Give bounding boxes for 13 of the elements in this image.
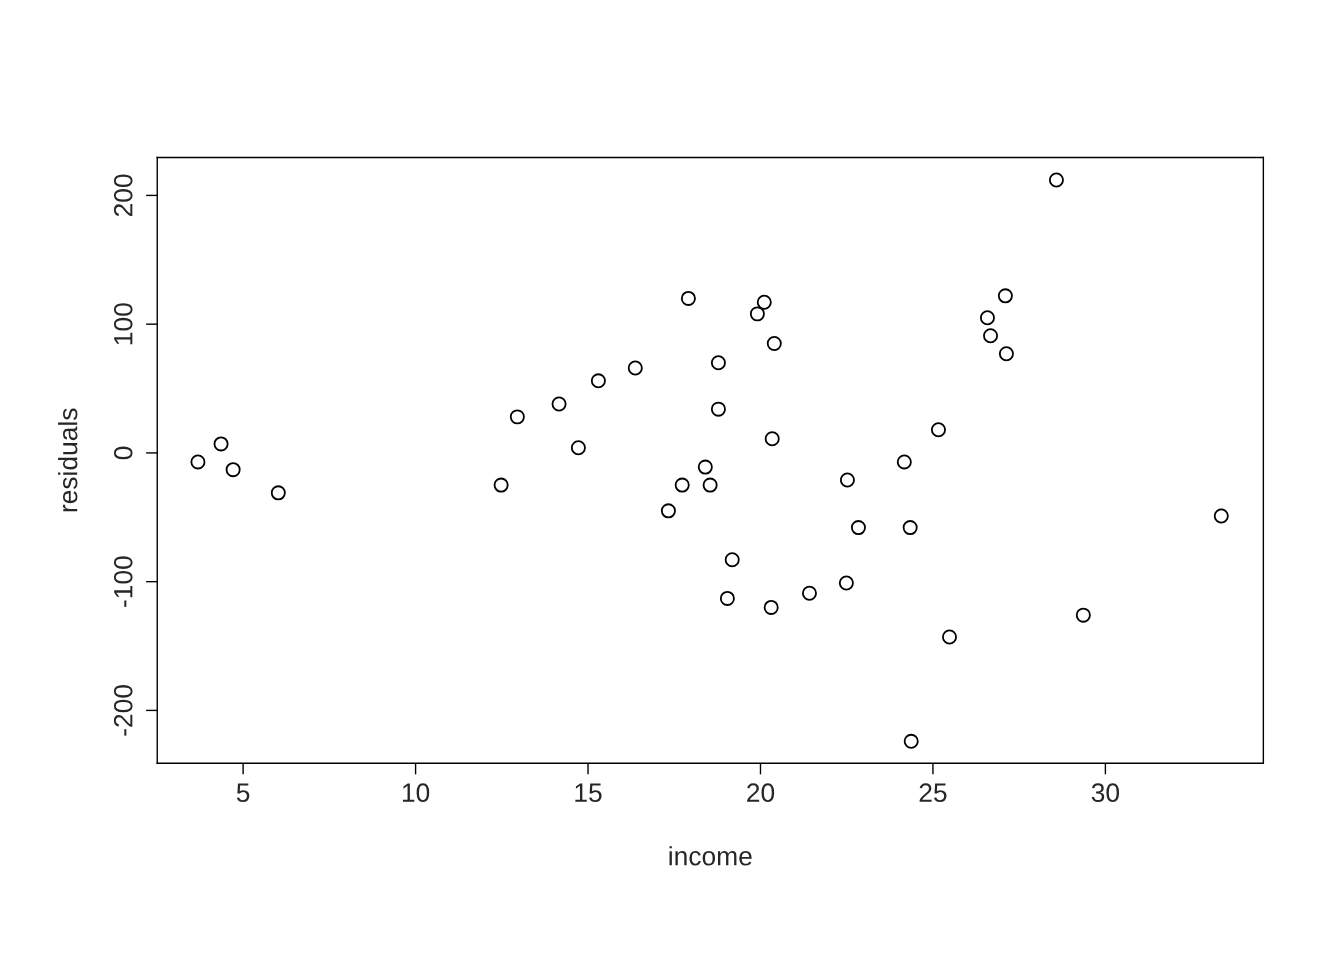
x-tick-label: 10	[402, 783, 430, 803]
x-tick-label: 20	[747, 783, 775, 803]
x-tick-label: 25	[919, 783, 947, 803]
y-tick-label: -100	[113, 556, 133, 607]
y-tick-label: 100	[113, 303, 133, 345]
y-tick-label: -200	[113, 685, 133, 736]
x-tick-label: 30	[1091, 783, 1120, 803]
y-tick-label: 200	[113, 174, 133, 217]
y-axis-title: residuals	[58, 408, 78, 512]
y-tick-label: 0	[113, 446, 133, 460]
x-axis-title: income	[669, 846, 752, 866]
x-tick-label: 15	[575, 783, 602, 803]
x-tick-label: 5	[236, 783, 250, 803]
